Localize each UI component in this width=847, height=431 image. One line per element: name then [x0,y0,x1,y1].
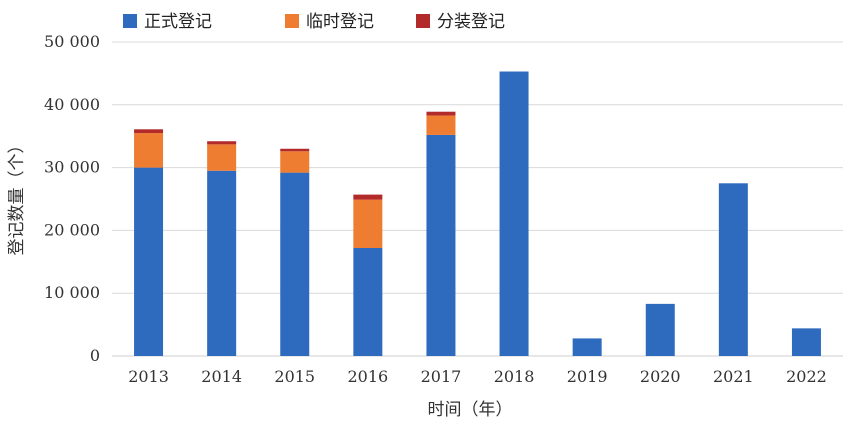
x-tick-label: 2017 [421,367,462,386]
bar-2021-正式登记 [718,183,748,356]
x-tick-label: 2013 [128,367,169,386]
bar-2013-正式登记 [134,167,164,356]
legend-swatch [123,14,137,28]
bar-2019-正式登记 [572,338,602,356]
y-tick-label: 10 000 [44,283,100,302]
legend-label: 临时登记 [306,12,374,32]
x-tick-label: 2015 [274,367,315,386]
bar-2017-正式登记 [426,134,456,356]
bar-2017-分装登记 [426,111,456,116]
bar-2015-分装登记 [280,148,310,152]
x-tick-label: 2014 [201,367,242,386]
bar-2016-正式登记 [353,247,383,356]
bar-2018-正式登记 [499,71,529,357]
legend-swatch [285,14,299,28]
y-axis-title: 登记数量（个） [7,137,27,256]
x-tick-label: 2019 [567,367,608,386]
x-axis-ticks: 2013 2014 2015 2016 2017 2018 2019 2020 2021 2022 [128,367,827,386]
bar-2014-正式登记 [207,170,237,356]
y-tick-label: 30 000 [44,158,100,177]
x-tick-label: 2018 [494,367,535,386]
y-axis-ticks: 0 10 000 20 000 30 000 40 000 50 000 [44,32,100,365]
y-tick-label: 20 000 [44,220,100,239]
x-tick-label: 2022 [786,367,827,386]
y-tick-label: 50 000 [44,32,100,51]
bar-2014-临时登记 [207,144,237,171]
bar-2014-分装登记 [207,141,237,145]
bar-2016-分装登记 [353,194,383,200]
bar-2015-临时登记 [280,151,310,173]
legend-label: 分装登记 [437,12,505,32]
bar-2015-正式登记 [280,172,310,356]
bars [134,71,821,357]
legend-label: 正式登记 [144,12,212,32]
legend: 正式登记 临时登记 分装登记 [123,12,505,32]
bar-2020-正式登记 [645,303,675,356]
x-axis-title: 时间（年） [428,400,513,420]
legend-swatch [416,14,430,28]
x-tick-label: 2020 [640,367,681,386]
bar-2016-临时登记 [353,199,383,248]
bar-2017-临时登记 [426,115,456,135]
y-tick-label: 40 000 [44,95,100,114]
bar-2022-正式登记 [791,328,821,356]
y-tick-label: 0 [90,346,100,365]
bar-2013-临时登记 [134,133,164,168]
x-tick-label: 2021 [713,367,754,386]
bar-2013-分装登记 [134,129,164,134]
x-tick-label: 2016 [347,367,388,386]
